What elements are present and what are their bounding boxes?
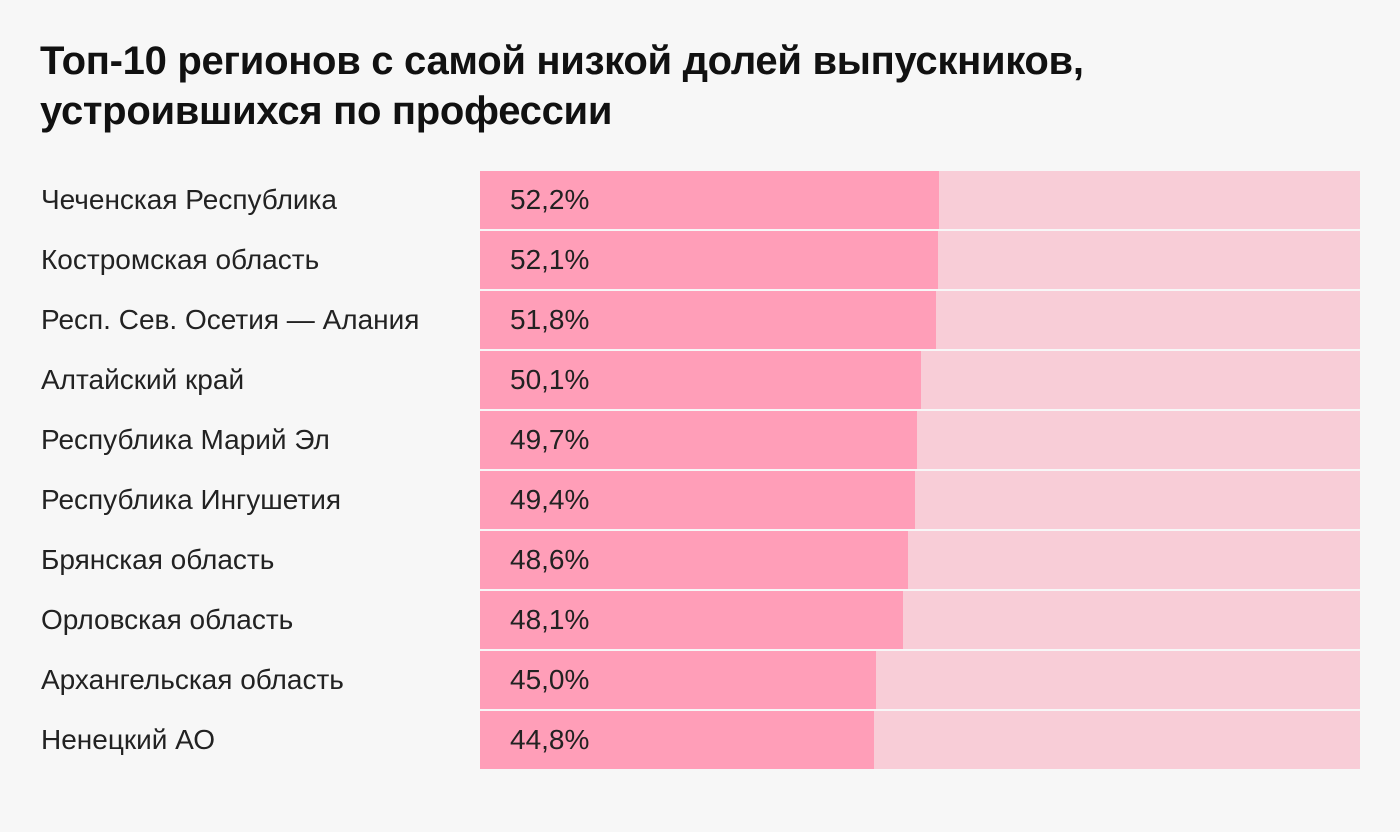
bar-track: 48,1% — [480, 591, 1360, 649]
category-label: Костромская область — [41, 244, 320, 275]
category-label: Алтайский край — [41, 364, 245, 395]
data-label: 44,8% — [510, 724, 590, 755]
bar-row: Республика Ингушетия 49,4% — [0, 470, 1400, 530]
data-label: 45,0% — [510, 664, 590, 695]
category-label: Республика Ингушетия — [41, 484, 342, 515]
bar — [480, 531, 908, 589]
bar — [480, 351, 921, 409]
bar — [480, 471, 915, 529]
category-label: Орловская область — [41, 604, 294, 635]
bar-track: 49,4% — [480, 471, 1360, 529]
bar-chart: Чеченская Республика 52,2% Костромская обл… — [0, 170, 1400, 772]
category-label: Ненецкий АО — [41, 724, 216, 755]
data-label: 50,1% — [510, 364, 590, 395]
bar-row: Орловская область 48,1% — [0, 590, 1400, 650]
category-label: Респ. Сев. Осетия — Алания — [41, 304, 420, 335]
bar — [480, 711, 875, 769]
data-label: 49,7% — [510, 424, 590, 455]
data-label: 52,2% — [510, 184, 590, 215]
bar-track: 51,8% — [480, 291, 1360, 349]
category-label: Архангельская область — [41, 664, 344, 695]
category-label: Республика Марий Эл — [41, 424, 330, 455]
bar-row: Республика Марий Эл 49,7% — [0, 410, 1400, 470]
bar — [480, 411, 918, 469]
bar — [480, 591, 904, 649]
bar — [480, 231, 939, 289]
bar-row: Костромская область 52,1% — [0, 230, 1400, 290]
category-label: Брянская область — [41, 544, 275, 575]
bar-track: 52,2% — [480, 171, 1360, 229]
bar-track: 52,1% — [480, 231, 1360, 289]
bar-row: Респ. Сев. Осетия — Алания 51,8% — [0, 290, 1400, 350]
data-label: 48,6% — [510, 544, 590, 575]
bar-row: Ненецкий АО 44,8% — [0, 710, 1400, 770]
bar-row: Архангельская область 45,0% — [0, 650, 1400, 710]
bar-track: 48,6% — [480, 531, 1360, 589]
bar-track: 44,8% — [480, 711, 1360, 769]
category-label: Чеченская Республика — [41, 184, 337, 215]
bar-row: Брянская область 48,6% — [0, 530, 1400, 590]
bar-track: 49,7% — [480, 411, 1360, 469]
data-label: 51,8% — [510, 304, 590, 335]
bar — [480, 651, 876, 709]
bar-track: 45,0% — [480, 651, 1360, 709]
data-label: 49,4% — [510, 484, 590, 515]
bar-row: Чеченская Республика 52,2% — [0, 170, 1400, 230]
bar — [480, 171, 940, 229]
bar — [480, 291, 936, 349]
bar-track: 50,1% — [480, 351, 1360, 409]
data-label: 52,1% — [510, 244, 590, 275]
data-label: 48,1% — [510, 604, 590, 635]
bar-row: Алтайский край 50,1% — [0, 350, 1400, 410]
chart-title: Топ-10 регионов с самой низкой долей вып… — [40, 39, 1084, 133]
